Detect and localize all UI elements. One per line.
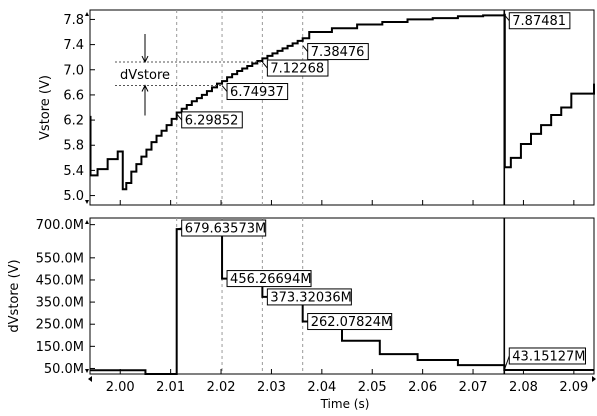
annotation-label: 7.38476	[311, 45, 365, 60]
x-tick-label: 2.03	[257, 380, 286, 395]
annotation-leader	[221, 85, 228, 92]
annotation-label: 373.32036M	[270, 290, 352, 305]
annotation-box	[508, 12, 571, 30]
series-line	[89, 13, 595, 191]
annotation-box	[508, 347, 586, 365]
arrow-head-icon	[141, 84, 149, 92]
axis-scroll-down-icon	[85, 200, 89, 204]
dvstore-panel: 700.0M 550.0M 450.0M 350.0M 250.0M 150.0M 50.0…	[7, 217, 595, 377]
y-tick-label: 7.4	[63, 38, 84, 53]
annotation-box	[226, 270, 312, 288]
axis-scroll-down-icon	[85, 369, 89, 373]
annotation-label: 6.74937	[230, 85, 284, 100]
y-tick-label: 5.4	[63, 164, 84, 179]
annotation-leader	[176, 227, 182, 230]
y-tick-label: 5.8	[63, 139, 84, 154]
axis-scroll-left-icon	[88, 376, 92, 382]
annotation-leader	[176, 113, 183, 121]
y-axis-label: dVstore (V)	[7, 259, 22, 332]
annotation-leader	[261, 61, 268, 69]
annotation-leader	[302, 45, 309, 52]
annotation-box	[307, 313, 393, 331]
x-tick-label: 2.01	[156, 380, 185, 395]
annotation-label: 6.29852	[185, 113, 239, 128]
x-tick-label: 2.05	[358, 380, 387, 395]
x-tick-label: 2.08	[509, 380, 538, 395]
annotation-leader	[503, 14, 510, 22]
y-tick-label: 450.0M	[36, 273, 84, 288]
x-tick-label: 2.06	[408, 380, 437, 395]
plot-frame	[89, 9, 595, 206]
arrow-head-icon	[141, 55, 149, 64]
x-tick-label: 2.07	[459, 380, 488, 395]
annotation-box	[181, 219, 267, 237]
x-tick-label: 2.00	[106, 380, 135, 395]
y-tick-label: 7.0	[63, 63, 84, 78]
y-tick-label: 550.0M	[36, 251, 84, 266]
annotation-label: 262.07824M	[311, 315, 393, 330]
y-tick-label: 6.2	[63, 114, 84, 129]
annotation-label: 456.26694M	[230, 272, 312, 287]
annotation-label: 43.15127M	[512, 349, 585, 364]
cursor-overlay: 2.00 2.01 2.02 2.03 2.04 2.05 2.06 2.07 2.08 2.09…	[88, 200, 596, 411]
y-tick-label: 350.0M	[36, 296, 84, 311]
annotation-leader	[503, 355, 510, 371]
annotation-box	[307, 43, 369, 61]
y-tick-label: 6.6	[63, 88, 84, 103]
x-axis-label: Time (s)	[320, 397, 370, 411]
y-tick-label: 150.0M	[36, 340, 84, 355]
y-tick-label: 5.0	[63, 189, 84, 204]
vstore-panel: 7.8 7.4 7.0 6.6 6.2 5.8 5.4 5.0 Vstore (V) 6.2985…	[38, 9, 595, 206]
axis-scroll-up-icon	[85, 220, 89, 224]
annotation-label: 679.63573M	[185, 222, 267, 237]
annotation-label: 7.12268	[270, 62, 324, 77]
annotation-box	[266, 288, 352, 306]
x-tick-label: 2.04	[307, 380, 336, 395]
annotation-box	[181, 111, 243, 129]
x-tick-label: 2.02	[207, 380, 236, 395]
x-tick-label: 2.09	[559, 380, 588, 395]
annotation-label: 7.87481	[512, 14, 566, 29]
axis-scroll-right-icon	[592, 376, 596, 382]
annotation-box	[266, 59, 329, 77]
y-axis-label: Vstore (V)	[38, 75, 53, 140]
annotation-box	[226, 83, 289, 101]
axis-scroll-up-icon	[85, 12, 89, 16]
dimension-label: dVstore	[120, 68, 170, 83]
y-tick-label: 250.0M	[36, 318, 84, 333]
y-tick-label: 7.8	[63, 13, 84, 28]
y-tick-label: 50.0M	[44, 362, 84, 377]
y-tick-label: 700.0M	[36, 218, 84, 233]
plot-frame	[89, 217, 595, 375]
